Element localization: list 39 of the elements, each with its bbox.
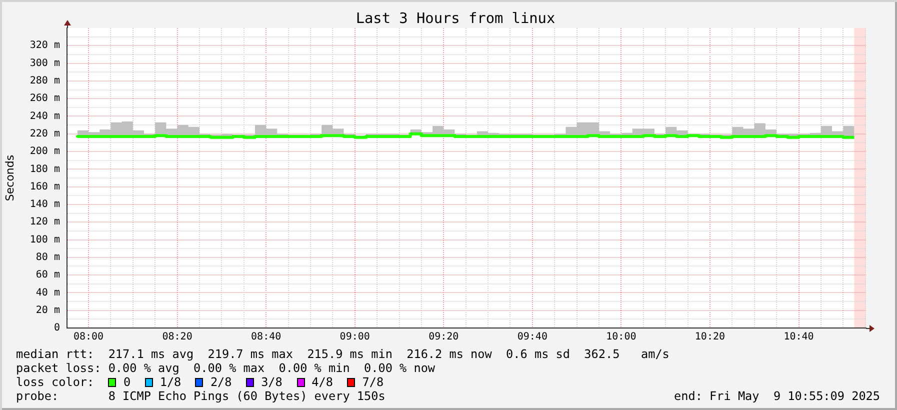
y-tick-label: 300 m [30, 58, 60, 69]
y-tick-label: 80 m [36, 252, 60, 264]
y-tick-label: 140 m [30, 199, 60, 210]
y-tick-label: 200 m [30, 146, 60, 158]
y-tick-label: 60 m [36, 270, 60, 281]
y-tick-label: 160 m [30, 181, 60, 192]
y-tick-label: 20 m [36, 304, 60, 316]
legend-label: 2/8 [210, 375, 232, 389]
y-tick-label: 240 m [30, 110, 60, 122]
x-tick-label: 09:00 [340, 332, 370, 343]
x-tick-label: 10:00 [606, 332, 636, 343]
y-tick-label: 280 m [30, 76, 60, 87]
legend-label: 1/8 [160, 375, 182, 389]
y-tick-label: 320 m [30, 40, 60, 52]
x-tick-label: 08:20 [162, 332, 192, 343]
x-tick-label: 09:20 [428, 332, 459, 343]
chart-title: Last 3 Hours from linux [354, 10, 556, 28]
x-tick-label: 08:00 [73, 332, 104, 343]
y-tick-label: 0 [54, 322, 60, 334]
y-axis-title: Seconds [3, 154, 16, 202]
y-tick-label: 100 m [30, 234, 60, 246]
legend-label: 7/8 [362, 375, 384, 389]
y-tick-label: 120 m [30, 216, 60, 228]
legend-title: loss color: [16, 375, 94, 389]
y-tick-label: 180 m [30, 164, 60, 175]
legend-label: 3/8 [261, 375, 282, 389]
y-tick-label: 40 m [36, 287, 60, 298]
legend-label: 4/8 [312, 375, 333, 389]
text: median rtt: 217.1 ms avg 219.7 ms max 215.9 ms min 216.2 ms now 0.6 ms sd 362.5 am/s [16, 347, 670, 361]
text: end: Fri May 9 10:55:09 2025 [674, 389, 880, 403]
x-tick-label: 09:40 [517, 332, 548, 343]
x-tick-label: 08:40 [251, 332, 282, 343]
text: packet loss: 0.00 % avg 0.00 % max 0.00 % min 0.00 % now [16, 361, 436, 375]
legend-label: 0 [123, 375, 131, 389]
y-tick-label: 260 m [30, 93, 60, 104]
y-tick-label: 220 m [30, 128, 60, 140]
text: probe: 8 ICMP Echo Pings (60 Bytes) every 150s [16, 389, 386, 403]
x-tick-label: 10:40 [784, 332, 814, 343]
x-tick-label: 10:20 [694, 332, 726, 343]
